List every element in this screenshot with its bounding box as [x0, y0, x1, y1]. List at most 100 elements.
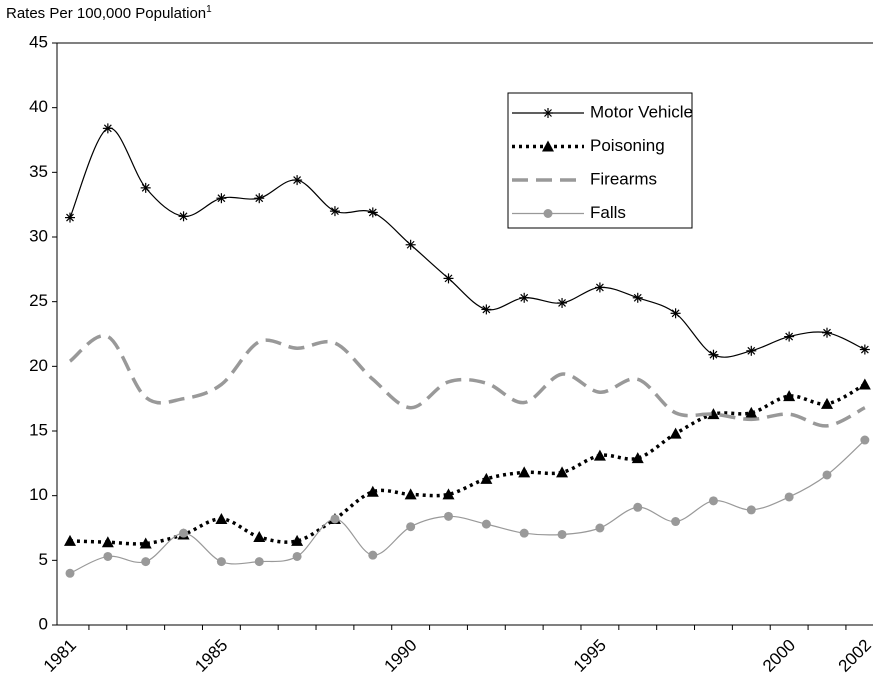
marker-stroke: [217, 194, 226, 203]
marker: [215, 512, 228, 524]
marker: [746, 505, 756, 515]
marker: [784, 492, 794, 502]
marker: [543, 108, 553, 118]
marker: [671, 517, 681, 527]
y-tick-label: 5: [39, 550, 48, 569]
y-axis-label: Rates Per 100,000 Population1: [6, 4, 212, 22]
marker: [631, 452, 644, 464]
marker: [404, 488, 417, 500]
marker-stroke: [860, 345, 869, 354]
marker-stroke: [444, 274, 453, 283]
y-label-text: Rates Per 100,000 Population: [6, 5, 206, 22]
y-tick-label: 25: [29, 291, 48, 310]
series-line: [69, 439, 866, 574]
marker: [822, 327, 832, 338]
marker-stroke: [671, 309, 680, 318]
marker: [330, 514, 340, 524]
x-tick-label: 1995: [570, 636, 610, 676]
marker: [745, 406, 758, 418]
marker: [632, 292, 643, 303]
y-tick-label: 30: [29, 226, 48, 245]
marker: [858, 378, 871, 390]
marker-stroke: [544, 109, 552, 117]
marker: [542, 140, 554, 152]
marker: [594, 282, 605, 293]
marker: [633, 502, 643, 512]
marker: [405, 239, 416, 250]
y-label-note: 1: [206, 4, 212, 15]
marker-stroke: [520, 293, 529, 302]
marker: [708, 496, 718, 506]
marker: [442, 488, 455, 500]
marker: [366, 485, 379, 497]
marker: [254, 557, 264, 567]
marker: [859, 344, 870, 355]
marker: [139, 537, 152, 549]
marker: [443, 273, 454, 284]
marker-stroke: [141, 183, 150, 192]
marker-stroke: [823, 328, 831, 337]
y-tick-label: 45: [29, 32, 48, 51]
marker: [65, 568, 75, 578]
marker: [101, 536, 114, 548]
marker-stroke: [66, 213, 74, 222]
marker: [254, 193, 265, 204]
marker-stroke: [368, 208, 377, 217]
marker-stroke: [482, 305, 491, 314]
marker: [708, 349, 719, 360]
marker: [556, 466, 569, 478]
marker: [103, 551, 113, 561]
marker: [707, 408, 720, 420]
marker: [595, 523, 605, 533]
legend-label: Firearms: [590, 169, 657, 188]
marker: [64, 534, 76, 546]
marker: [593, 449, 606, 461]
series-line: [69, 382, 866, 546]
marker-stroke: [255, 194, 264, 203]
marker-stroke: [747, 346, 756, 355]
marker: [822, 470, 832, 480]
y-tick-label: 15: [29, 420, 48, 439]
marker-stroke: [406, 240, 415, 249]
x-tick-label: 1981: [40, 636, 80, 676]
marker-stroke: [709, 350, 718, 359]
marker-stroke: [785, 332, 794, 341]
marker: [557, 297, 568, 308]
marker: [480, 472, 493, 484]
marker: [784, 331, 795, 342]
marker: [821, 397, 833, 409]
x-tick-label: 1990: [380, 636, 420, 676]
y-tick-label: 0: [39, 614, 48, 633]
legend-label: Poisoning: [590, 136, 665, 155]
marker: [481, 304, 492, 315]
y-tick-label: 40: [29, 97, 48, 116]
marker: [860, 435, 870, 445]
legend-label: Falls: [590, 203, 626, 222]
marker: [178, 211, 189, 222]
marker: [140, 182, 151, 193]
marker: [519, 528, 529, 538]
marker: [141, 557, 151, 567]
marker: [291, 534, 304, 546]
marker-stroke: [595, 283, 604, 292]
marker: [216, 193, 227, 204]
marker: [406, 522, 416, 532]
legend: Motor Vehicle Poisoning Firearms Falls: [507, 92, 693, 229]
marker: [783, 390, 796, 402]
marker: [292, 551, 302, 561]
marker-stroke: [558, 299, 566, 307]
y-tick-label: 10: [29, 485, 48, 504]
series-line: [68, 334, 866, 428]
x-tick-label: 2000: [759, 636, 799, 676]
marker: [253, 531, 266, 543]
marker: [481, 519, 491, 529]
marker: [557, 529, 567, 539]
marker-stroke: [293, 176, 302, 185]
y-tick-label: 35: [29, 162, 48, 181]
x-tick-label: 1985: [191, 636, 231, 676]
marker-stroke: [331, 207, 339, 216]
y-tick-label: 20: [29, 356, 48, 375]
x-tick-label: 2002: [835, 636, 873, 676]
marker-stroke: [103, 124, 112, 133]
